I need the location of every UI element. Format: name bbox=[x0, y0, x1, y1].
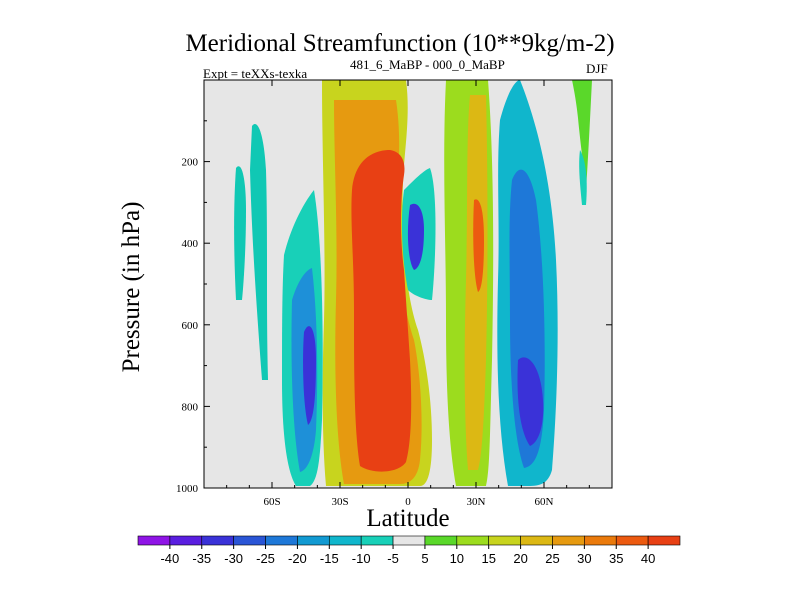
colorbar-swatch bbox=[297, 535, 330, 546]
colorbar-swatch bbox=[584, 535, 617, 546]
colorbar-label: -30 bbox=[224, 551, 243, 566]
colorbar-swatch bbox=[488, 535, 521, 546]
colorbar-swatch bbox=[265, 535, 298, 546]
colorbar-swatch bbox=[233, 535, 266, 546]
y-tick-label: 600 bbox=[182, 320, 199, 332]
colorbar-label: 10 bbox=[450, 551, 464, 566]
contour-equatorial-neg-core bbox=[407, 203, 424, 270]
colorbar-swatch bbox=[424, 535, 458, 546]
contour-polar-tail bbox=[579, 150, 587, 205]
x-tick-label: 30S bbox=[331, 496, 348, 508]
experiment-label: Expt = teXXs-texka bbox=[203, 66, 308, 81]
colorbar-label: 15 bbox=[481, 551, 495, 566]
contour-polar-positive bbox=[572, 80, 592, 190]
contour-southern-polar-arm bbox=[234, 166, 246, 300]
colorbar-label: 30 bbox=[577, 551, 591, 566]
colorbar-swatch bbox=[328, 535, 362, 546]
colorbar-swatch bbox=[360, 535, 394, 546]
x-tick-label: 60S bbox=[263, 496, 280, 508]
colorbar-label: 35 bbox=[609, 551, 623, 566]
contour-tropical-core bbox=[351, 150, 412, 472]
y-tick-label: 200 bbox=[182, 157, 199, 169]
colorbar-swatch bbox=[615, 535, 649, 546]
x-tick-label: 60N bbox=[535, 496, 554, 508]
contour-southern-polar bbox=[250, 124, 268, 380]
colorbar-swatch bbox=[392, 535, 426, 546]
colorbar-swatch bbox=[201, 535, 234, 546]
colorbar-label: -10 bbox=[352, 551, 371, 566]
contour-fields bbox=[234, 80, 592, 486]
contour-southern-neg-core bbox=[303, 326, 316, 425]
colorbar-label: 5 bbox=[421, 551, 428, 566]
y-tick-label: 800 bbox=[182, 401, 199, 413]
colorbar-swatch bbox=[520, 535, 553, 546]
colorbar-swatch bbox=[456, 535, 490, 546]
y-tick-label: 400 bbox=[182, 238, 199, 250]
colorbar-swatch bbox=[552, 535, 585, 546]
colorbar-swatch bbox=[137, 535, 171, 546]
chart-subtitle: 481_6_MaBP - 000_0_MaBP bbox=[350, 57, 505, 72]
colorbar-label: 40 bbox=[641, 551, 655, 566]
colorbar-label: -20 bbox=[288, 551, 307, 566]
colorbar-swatch bbox=[647, 535, 681, 546]
colorbar-label: -5 bbox=[387, 551, 399, 566]
x-tick-label: 30N bbox=[467, 496, 486, 508]
colorbar: -40 -35 -30 -25 -20 -15 -10 -5 5 10 15 20 25 30 35 40 bbox=[137, 535, 681, 566]
colorbar-label: -40 bbox=[160, 551, 179, 566]
season-label: DJF bbox=[586, 61, 608, 76]
contour-northern-neg-core bbox=[517, 357, 544, 446]
contour-northern-pos-core bbox=[473, 199, 484, 292]
x-axis-label: Latitude bbox=[366, 505, 450, 532]
colorbar-label: -25 bbox=[256, 551, 275, 566]
x-tick-label: 0 bbox=[405, 496, 411, 508]
axes: 60S 30S 0 30N 60N 200 400 600 800 1000 bbox=[176, 80, 612, 508]
chart-title: Meridional Streamfunction (10**9kg/m-2) bbox=[185, 30, 615, 57]
colorbar-label: 25 bbox=[545, 551, 559, 566]
colorbar-label: 20 bbox=[513, 551, 527, 566]
colorbar-swatch bbox=[169, 535, 203, 546]
y-tick-label: 1000 bbox=[176, 483, 199, 495]
colorbar-label: -35 bbox=[192, 551, 211, 566]
colorbar-label: -15 bbox=[320, 551, 339, 566]
